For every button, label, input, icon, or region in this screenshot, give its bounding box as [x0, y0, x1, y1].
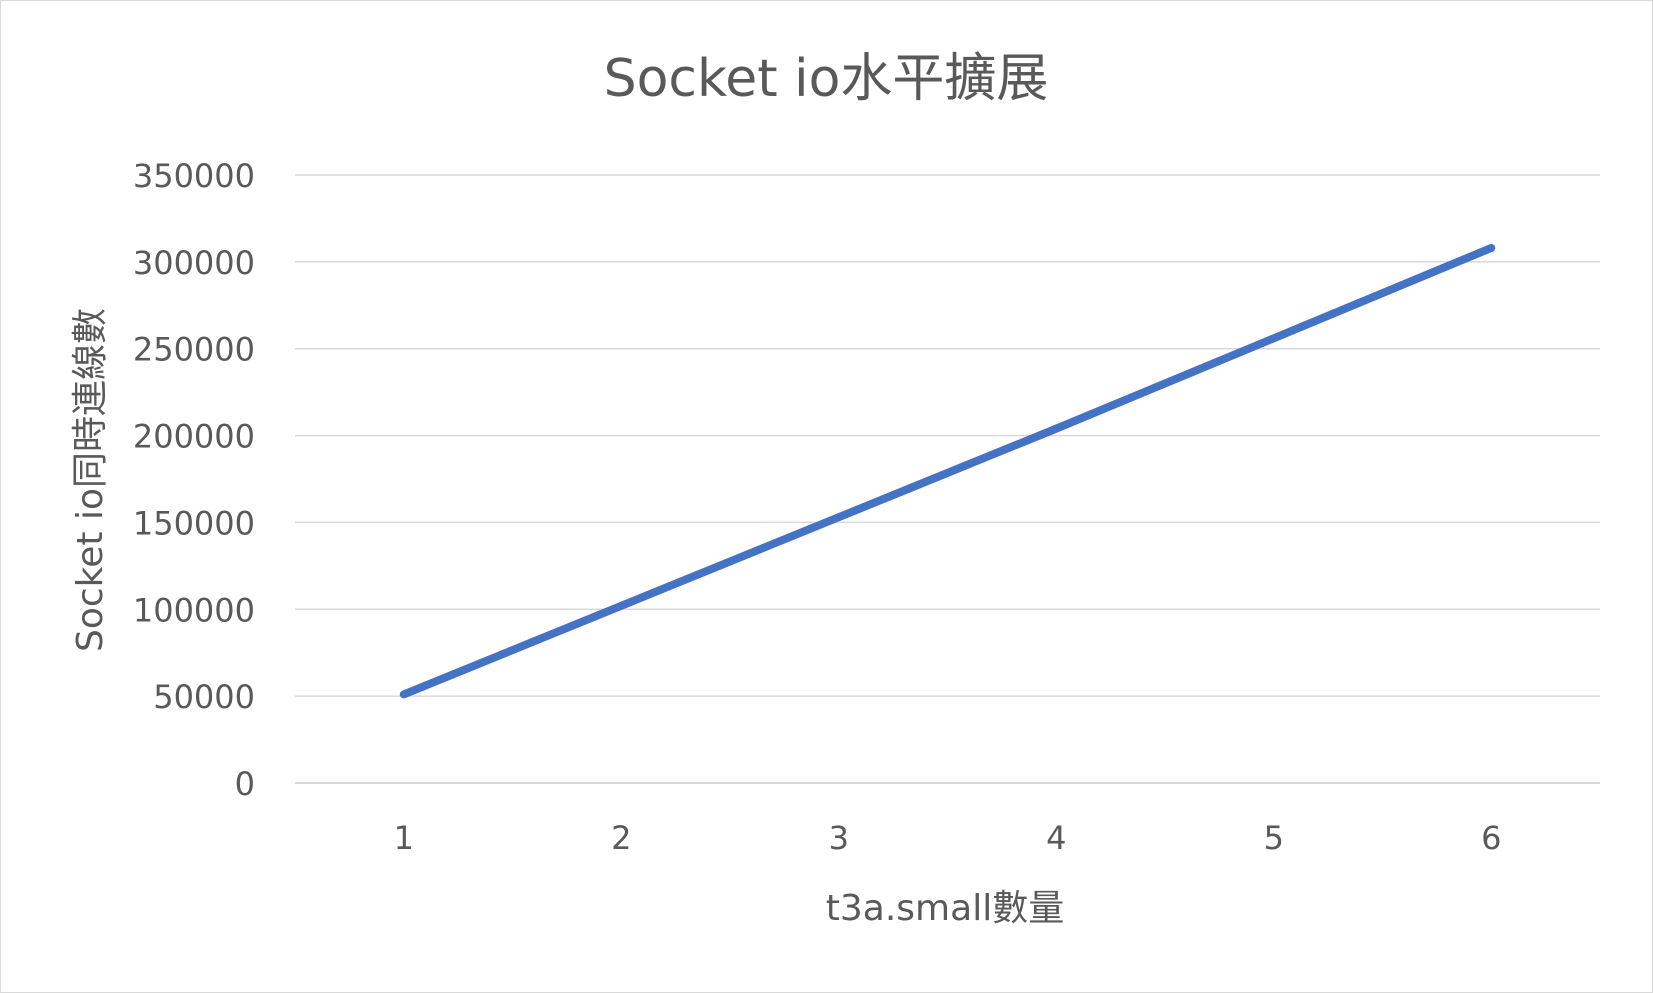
x-tick-label: 1	[394, 819, 414, 857]
chart-title: Socket io水平擴展	[604, 49, 1049, 109]
y-tick-label: 100000	[133, 591, 255, 629]
x-tick-label: 3	[829, 819, 849, 857]
gridlines	[295, 174, 1600, 784]
y-tick-label: 300000	[133, 244, 255, 282]
x-axis-ticks: 1 2 3 4 5 6	[394, 819, 1502, 857]
x-axis-label: t3a.small數量	[826, 888, 1064, 929]
x-tick-label: 6	[1481, 819, 1501, 857]
x-tick-label: 2	[611, 819, 631, 857]
y-tick-label: 350000	[133, 157, 255, 195]
x-tick-label: 5	[1264, 819, 1284, 857]
series-line	[399, 243, 1496, 699]
x-tick-label: 4	[1046, 819, 1066, 857]
y-tick-label: 250000	[133, 331, 255, 369]
y-axis-label: Socket io同時連線數	[70, 308, 111, 652]
y-axis-ticks: 0 50000 100000 150000 200000 250000 300000 3500…	[133, 157, 255, 803]
y-tick-label: 200000	[133, 418, 255, 456]
y-tick-label: 0	[235, 765, 255, 803]
y-tick-label: 50000	[153, 678, 255, 716]
series-layer	[399, 243, 1496, 699]
y-tick-label: 150000	[133, 504, 255, 542]
